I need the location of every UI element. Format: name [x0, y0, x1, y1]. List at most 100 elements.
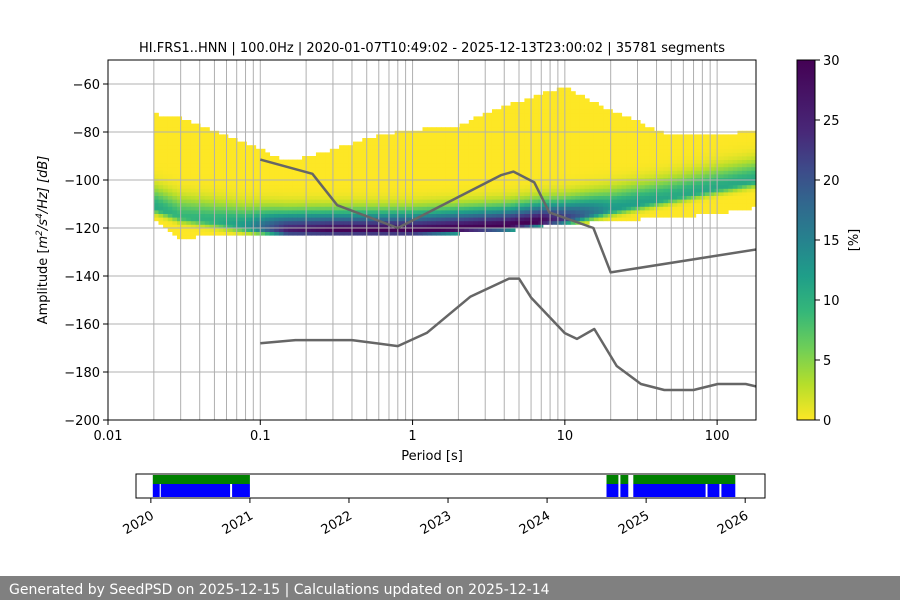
heatmap-cell [167, 224, 173, 229]
heatmap-cell [589, 156, 595, 160]
heatmap-cell [584, 192, 590, 196]
heatmap-cell [209, 210, 215, 214]
heatmap-cell [649, 195, 655, 200]
heatmap-cell [158, 123, 164, 128]
heatmap-cell [454, 202, 460, 207]
heatmap-cell [357, 210, 363, 214]
heatmap-cell [422, 217, 428, 222]
heatmap-cell [343, 231, 349, 236]
heatmap-cell [227, 141, 233, 146]
heatmap-cell [478, 127, 484, 132]
heatmap-cell [681, 210, 687, 214]
heatmap-cell [672, 148, 678, 153]
heatmap-cell [737, 134, 743, 139]
heatmap-cell [292, 217, 298, 222]
heatmap-cell [158, 156, 164, 160]
heatmap-cell [209, 192, 215, 196]
heatmap-cell [510, 206, 516, 211]
heatmap-cell [408, 138, 414, 142]
heatmap-cell [672, 199, 678, 204]
heatmap-cell [158, 170, 164, 175]
heatmap-cell [603, 166, 609, 171]
heatmap-cell [556, 109, 562, 114]
heatmap-cell [454, 130, 460, 135]
heatmap-cell [167, 170, 173, 175]
heatmap-cell [427, 141, 433, 146]
heatmap-cell [153, 181, 159, 186]
heatmap-cell [705, 166, 711, 171]
heatmap-cell [232, 220, 238, 225]
heatmap-cell [723, 148, 729, 153]
heatmap-cell [255, 210, 261, 214]
heatmap-cell [589, 134, 595, 139]
heatmap-cell [603, 195, 609, 200]
heatmap-cell [274, 217, 280, 222]
heatmap-cell [630, 159, 636, 164]
heatmap-cell [515, 220, 521, 225]
heatmap-cell [473, 188, 479, 193]
heatmap-cell [635, 152, 641, 157]
heatmap-cell [491, 145, 498, 150]
heatmap-cell [413, 228, 419, 232]
heatmap-cell [478, 152, 484, 157]
heatmap-cell [278, 199, 284, 204]
heatmap-cell [464, 228, 470, 232]
heatmap-cell [265, 220, 271, 225]
heatmap-cell [190, 170, 196, 175]
heatmap-cell [510, 217, 516, 222]
heatmap-cell [612, 134, 618, 139]
heatmap-cell [371, 138, 377, 142]
heatmap-cell [380, 156, 386, 160]
heatmap-cell [510, 148, 516, 153]
heatmap-cell [612, 199, 618, 204]
heatmap-cell [621, 127, 627, 132]
heatmap-cell [556, 98, 562, 103]
heatmap-cell [158, 130, 164, 135]
heatmap-cell [390, 138, 396, 142]
heatmap-cell [575, 166, 581, 171]
heatmap-cell [186, 166, 192, 171]
heatmap-cell [325, 210, 331, 214]
heatmap-cell [649, 134, 655, 139]
heatmap-cell [630, 138, 636, 142]
heatmap-cell [709, 210, 715, 214]
heatmap-cell [422, 184, 428, 189]
heatmap-cell [445, 228, 451, 232]
heatmap-cell [464, 199, 470, 204]
heatmap-cell [204, 184, 210, 189]
heatmap-cell [153, 156, 159, 160]
heatmap-cell [153, 145, 159, 150]
heatmap-cell [496, 156, 502, 160]
heatmap-cell [709, 181, 715, 186]
heatmap-cell [524, 199, 530, 204]
heatmap-cell [214, 181, 220, 186]
heatmap-cell [468, 130, 474, 135]
heatmap-cell [283, 159, 289, 164]
heatmap-cell [177, 184, 183, 189]
heatmap-cell [579, 120, 586, 124]
heatmap-cell [441, 127, 447, 132]
heatmap-cell [190, 130, 196, 135]
heatmap-cell [505, 141, 511, 146]
heatmap-cell [288, 213, 294, 218]
heatmap-cell [390, 134, 396, 139]
heatmap-cell [510, 210, 516, 214]
heatmap-cell [575, 163, 581, 168]
heatmap-cell [278, 206, 284, 211]
heatmap-cell [700, 156, 706, 160]
heatmap-cell [454, 181, 460, 186]
heatmap-cell [278, 181, 284, 186]
heatmap-cell [459, 123, 465, 128]
heatmap-cell [200, 184, 206, 189]
heatmap-cell [524, 170, 530, 175]
heatmap-cell [603, 138, 609, 142]
heatmap-cell [515, 192, 521, 196]
heatmap-cell [417, 163, 423, 168]
heatmap-cell [232, 213, 238, 218]
heatmap-cell [617, 188, 623, 193]
heatmap-cell [603, 109, 609, 114]
heatmap-cell [209, 199, 215, 204]
heatmap-cell [468, 134, 474, 139]
heatmap-cell [542, 163, 548, 168]
heatmap-cell [348, 152, 354, 157]
